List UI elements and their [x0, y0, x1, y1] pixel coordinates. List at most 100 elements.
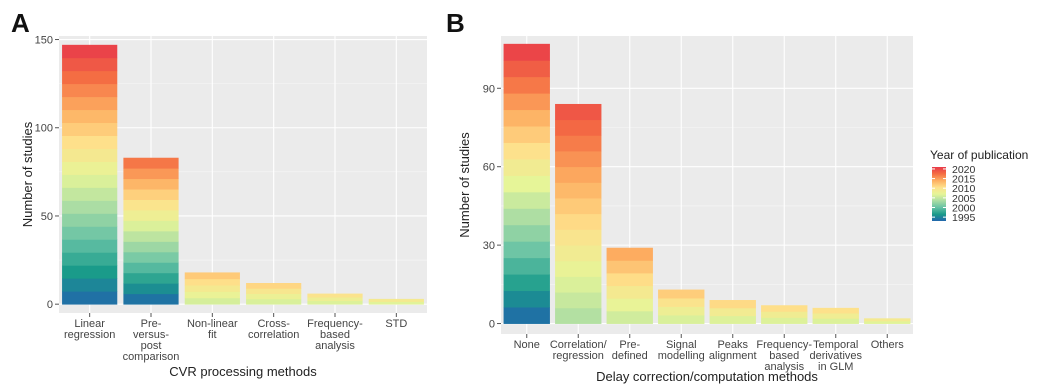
- bar: [812, 307, 859, 324]
- bar: [658, 289, 705, 324]
- legend: Year of publication 20202015201020052000…: [930, 148, 1028, 224]
- bar-segment: [184, 272, 240, 280]
- legend-tick-label: 1995: [952, 212, 976, 224]
- y-tick-label: 0: [489, 319, 495, 331]
- legend-tick-label: 2015: [952, 174, 976, 186]
- x-tick-label: regression: [64, 329, 115, 341]
- x-axis-title: CVR processing methods: [169, 364, 317, 379]
- bar-segment: [812, 307, 859, 314]
- bar-segment: [503, 208, 550, 226]
- bar-segment: [123, 168, 179, 180]
- bar-segment: [555, 151, 602, 168]
- bar-segment: [761, 305, 808, 312]
- bar-segment: [503, 307, 550, 324]
- bar-segment: [606, 273, 653, 287]
- x-tick-label: regression: [553, 350, 604, 362]
- bar-segment: [184, 291, 240, 299]
- bar-segment: [62, 44, 118, 59]
- bar-segment: [658, 315, 705, 324]
- bar-segment: [62, 148, 118, 162]
- legend-tick-label: 2020: [952, 164, 976, 176]
- bar-segment: [606, 247, 653, 261]
- bar-segment: [658, 306, 705, 316]
- bar-segment: [184, 278, 240, 286]
- x-tick-label: Linear: [74, 318, 105, 330]
- bar-segment: [555, 292, 602, 309]
- x-tick-label: Peaks: [717, 339, 748, 351]
- bar-segment: [123, 178, 179, 190]
- x-tick-label: STD: [385, 318, 407, 330]
- y-tick-label: 50: [41, 211, 53, 223]
- bar-segment: [864, 318, 911, 322]
- bar: [62, 44, 118, 305]
- x-tick-label: post: [141, 340, 162, 352]
- x-tick-label: Pre-: [141, 318, 162, 330]
- bar-segment: [503, 93, 550, 111]
- bar-segment: [62, 135, 118, 149]
- bar-segment: [62, 265, 118, 279]
- bar-segment: [503, 126, 550, 143]
- bar: [503, 43, 550, 324]
- bar: [709, 300, 756, 324]
- legend-title: Year of publication: [930, 148, 1028, 162]
- bar-segment: [503, 109, 550, 127]
- bar-segment: [555, 260, 602, 277]
- bar-segment: [62, 252, 118, 266]
- bar-segment: [658, 298, 705, 307]
- legend-colorbar: [932, 167, 946, 221]
- bar-segment: [62, 213, 118, 227]
- bar-segment: [864, 320, 911, 324]
- panel-b-letter: B: [446, 8, 465, 38]
- bar-segment: [555, 213, 602, 230]
- bar-segment: [606, 285, 653, 299]
- bar-segment: [184, 285, 240, 292]
- x-tick-label: None: [514, 339, 540, 351]
- bar-segment: [503, 290, 550, 308]
- bar-segment: [503, 257, 550, 275]
- bar-segment: [812, 318, 859, 324]
- y-axis-title: Number of studies: [20, 121, 35, 227]
- x-tick-label: based: [769, 350, 799, 362]
- panel-a-letter: A: [11, 8, 30, 38]
- bar-segment: [123, 251, 179, 263]
- bar-segment: [123, 272, 179, 284]
- bar-segment: [503, 60, 550, 78]
- bar-segment: [62, 278, 118, 292]
- x-axis-title: Delay correction/computation methods: [596, 369, 818, 384]
- bar-segment: [503, 159, 550, 176]
- bar-segment: [62, 83, 118, 98]
- bar-segment: [555, 182, 602, 199]
- legend-tick-label: 2000: [952, 203, 976, 215]
- bar-segment: [62, 291, 118, 305]
- bar-segment: [555, 135, 602, 152]
- bar-segment: [606, 298, 653, 312]
- bar-segment: [555, 166, 602, 183]
- bar-segment: [307, 297, 363, 302]
- x-tick-label: comparison: [123, 351, 180, 363]
- y-tick-label: 30: [483, 240, 495, 252]
- bar-segment: [503, 43, 550, 61]
- bar-segment: [555, 276, 602, 293]
- x-tick-label: Frequency-: [307, 318, 363, 330]
- bar-segment: [62, 96, 118, 111]
- bar-segment: [123, 230, 179, 242]
- x-tick-label: derivatives: [809, 350, 862, 362]
- bar-segment: [368, 298, 424, 302]
- bar-segment: [555, 119, 602, 136]
- bar-segment: [123, 283, 179, 295]
- bar-segment: [503, 76, 550, 94]
- bar-segment: [246, 283, 302, 289]
- bar: [184, 272, 240, 305]
- y-tick-label: 0: [47, 299, 53, 311]
- y-tick-label: 90: [483, 83, 495, 95]
- bar-segment: [62, 200, 118, 214]
- bar-segment: [62, 187, 118, 201]
- bar-segment: [123, 241, 179, 253]
- x-tick-label: Pre-: [619, 339, 640, 351]
- bar-segment: [503, 224, 550, 242]
- bar-segment: [62, 161, 118, 175]
- bar: [123, 157, 179, 305]
- bar-segment: [658, 289, 705, 299]
